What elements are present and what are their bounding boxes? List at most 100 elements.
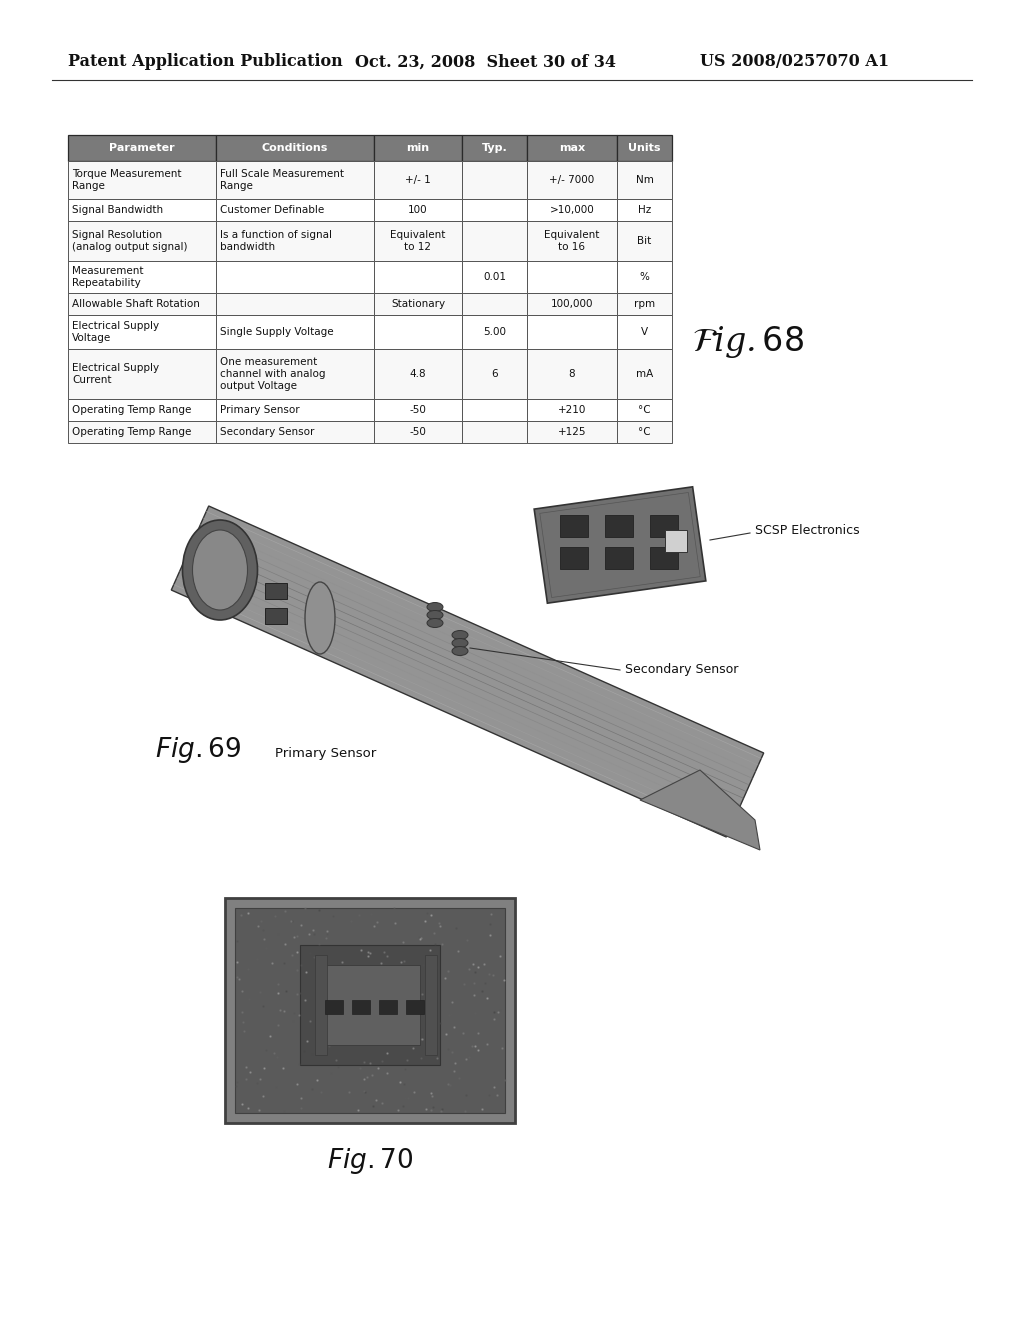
Bar bbox=[216, 315, 374, 348]
Polygon shape bbox=[171, 506, 764, 837]
Bar bbox=[535, 487, 706, 603]
Text: Equivalent
to 12: Equivalent to 12 bbox=[390, 230, 445, 252]
Bar bbox=[617, 421, 672, 444]
Text: Electrical Supply
Voltage: Electrical Supply Voltage bbox=[72, 321, 159, 343]
Bar bbox=[527, 199, 617, 220]
Text: V: V bbox=[641, 327, 648, 337]
Bar bbox=[617, 399, 672, 421]
Text: min: min bbox=[407, 143, 429, 153]
Bar bbox=[527, 220, 617, 261]
Ellipse shape bbox=[182, 520, 257, 620]
Bar bbox=[216, 199, 374, 220]
Text: Allowable Shaft Rotation: Allowable Shaft Rotation bbox=[72, 300, 200, 309]
Text: -50: -50 bbox=[410, 426, 426, 437]
Bar bbox=[68, 421, 216, 444]
Bar bbox=[216, 293, 374, 315]
Text: Typ.: Typ. bbox=[481, 143, 507, 153]
Bar bbox=[560, 546, 588, 569]
Bar bbox=[225, 898, 515, 1122]
Bar bbox=[527, 399, 617, 421]
Bar bbox=[68, 199, 216, 220]
Bar bbox=[216, 421, 374, 444]
Bar bbox=[68, 220, 216, 261]
Ellipse shape bbox=[452, 639, 468, 648]
Bar bbox=[374, 199, 462, 220]
Bar bbox=[374, 135, 462, 161]
Text: One measurement
channel with analog
output Voltage: One measurement channel with analog outp… bbox=[220, 356, 326, 392]
Ellipse shape bbox=[427, 610, 443, 619]
Text: Secondary Sensor: Secondary Sensor bbox=[220, 426, 314, 437]
Bar bbox=[650, 546, 678, 569]
Text: Single Supply Voltage: Single Supply Voltage bbox=[220, 327, 334, 337]
Text: $\mathcal{F}$ig.$\,68$: $\mathcal{F}$ig.$\,68$ bbox=[692, 323, 804, 360]
Bar bbox=[527, 315, 617, 348]
Bar bbox=[462, 161, 527, 199]
Bar bbox=[617, 199, 672, 220]
Text: Secondary Sensor: Secondary Sensor bbox=[625, 664, 738, 676]
Bar bbox=[462, 199, 527, 220]
Bar bbox=[68, 161, 216, 199]
Text: -50: -50 bbox=[410, 405, 426, 414]
Bar bbox=[374, 293, 462, 315]
Bar bbox=[216, 261, 374, 293]
Text: Operating Temp Range: Operating Temp Range bbox=[72, 405, 191, 414]
Bar bbox=[374, 399, 462, 421]
Polygon shape bbox=[640, 770, 760, 850]
Bar bbox=[234, 908, 505, 1113]
Bar bbox=[617, 135, 672, 161]
Text: Primary Sensor: Primary Sensor bbox=[275, 747, 376, 759]
Text: Torque Measurement
Range: Torque Measurement Range bbox=[72, 169, 181, 191]
Text: Full Scale Measurement
Range: Full Scale Measurement Range bbox=[220, 169, 344, 191]
Bar bbox=[650, 515, 678, 537]
Text: Electrical Supply
Current: Electrical Supply Current bbox=[72, 363, 159, 385]
Bar bbox=[425, 954, 437, 1055]
Text: US 2008/0257070 A1: US 2008/0257070 A1 bbox=[700, 54, 889, 70]
Text: Hz: Hz bbox=[638, 205, 651, 215]
Text: 4.8: 4.8 bbox=[410, 370, 426, 379]
Bar bbox=[216, 399, 374, 421]
Bar bbox=[406, 1001, 424, 1014]
Bar bbox=[325, 1001, 343, 1014]
Text: Primary Sensor: Primary Sensor bbox=[220, 405, 300, 414]
Bar bbox=[374, 315, 462, 348]
Text: Patent Application Publication: Patent Application Publication bbox=[68, 54, 343, 70]
Bar bbox=[319, 965, 420, 1045]
Text: 5.00: 5.00 bbox=[483, 327, 506, 337]
Text: °C: °C bbox=[638, 426, 651, 437]
Text: +210: +210 bbox=[558, 405, 586, 414]
Text: Equivalent
to 16: Equivalent to 16 bbox=[545, 230, 600, 252]
Bar bbox=[462, 348, 527, 399]
Bar bbox=[68, 135, 216, 161]
Bar bbox=[265, 583, 287, 599]
Bar bbox=[527, 261, 617, 293]
Bar bbox=[617, 293, 672, 315]
Text: >10,000: >10,000 bbox=[550, 205, 594, 215]
Text: mA: mA bbox=[636, 370, 653, 379]
Text: Signal Bandwidth: Signal Bandwidth bbox=[72, 205, 163, 215]
Text: %: % bbox=[640, 272, 649, 282]
Text: Signal Resolution
(analog output signal): Signal Resolution (analog output signal) bbox=[72, 230, 187, 252]
Bar bbox=[462, 261, 527, 293]
Text: 6: 6 bbox=[492, 370, 498, 379]
Text: +/- 7000: +/- 7000 bbox=[549, 176, 595, 185]
Bar bbox=[374, 261, 462, 293]
Ellipse shape bbox=[427, 602, 443, 611]
Bar bbox=[462, 135, 527, 161]
Bar bbox=[617, 315, 672, 348]
Ellipse shape bbox=[452, 631, 468, 639]
Text: Customer Definable: Customer Definable bbox=[220, 205, 325, 215]
Bar bbox=[462, 399, 527, 421]
Bar bbox=[352, 1001, 370, 1014]
Bar bbox=[605, 546, 633, 569]
Bar bbox=[68, 261, 216, 293]
Text: Measurement
Repeatability: Measurement Repeatability bbox=[72, 265, 143, 288]
Bar bbox=[68, 293, 216, 315]
Bar bbox=[216, 161, 374, 199]
Bar bbox=[462, 421, 527, 444]
Bar bbox=[68, 348, 216, 399]
Bar bbox=[462, 220, 527, 261]
Text: Units: Units bbox=[629, 143, 660, 153]
Text: 100,000: 100,000 bbox=[551, 300, 593, 309]
Text: +/- 1: +/- 1 bbox=[406, 176, 431, 185]
Text: Is a function of signal
bandwidth: Is a function of signal bandwidth bbox=[220, 230, 332, 252]
